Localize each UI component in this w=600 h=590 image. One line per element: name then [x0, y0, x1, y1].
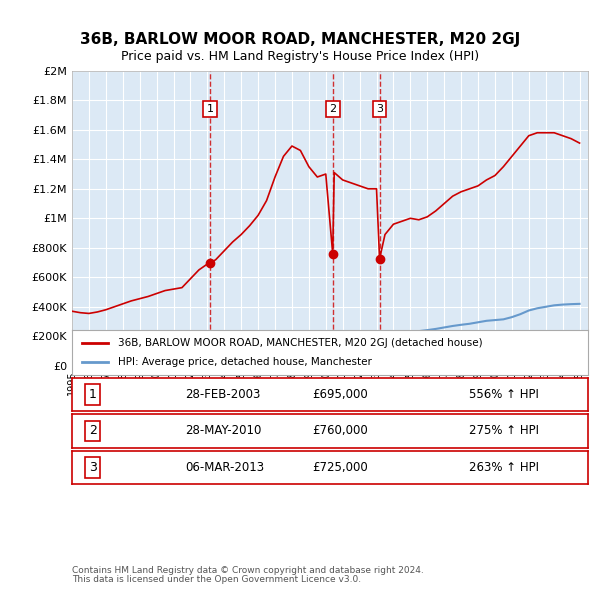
Text: £760,000: £760,000 [313, 424, 368, 438]
Text: 1: 1 [89, 388, 97, 401]
Text: 06-MAR-2013: 06-MAR-2013 [185, 461, 265, 474]
Text: 28-FEB-2003: 28-FEB-2003 [185, 388, 261, 401]
Text: 28-MAY-2010: 28-MAY-2010 [185, 424, 262, 438]
Text: £725,000: £725,000 [313, 461, 368, 474]
Text: 2: 2 [89, 424, 97, 438]
Text: HPI: Average price, detached house, Manchester: HPI: Average price, detached house, Manc… [118, 358, 373, 367]
Text: 36B, BARLOW MOOR ROAD, MANCHESTER, M20 2GJ (detached house): 36B, BARLOW MOOR ROAD, MANCHESTER, M20 2… [118, 338, 483, 348]
Text: 2: 2 [329, 104, 336, 114]
Text: 36B, BARLOW MOOR ROAD, MANCHESTER, M20 2GJ: 36B, BARLOW MOOR ROAD, MANCHESTER, M20 2… [80, 32, 520, 47]
Text: 263% ↑ HPI: 263% ↑ HPI [469, 461, 539, 474]
Text: £695,000: £695,000 [313, 388, 368, 401]
Text: 3: 3 [89, 461, 97, 474]
Text: 556% ↑ HPI: 556% ↑ HPI [469, 388, 539, 401]
Text: Contains HM Land Registry data © Crown copyright and database right 2024.: Contains HM Land Registry data © Crown c… [72, 566, 424, 575]
Text: Price paid vs. HM Land Registry's House Price Index (HPI): Price paid vs. HM Land Registry's House … [121, 50, 479, 63]
Text: This data is licensed under the Open Government Licence v3.0.: This data is licensed under the Open Gov… [72, 575, 361, 584]
Text: 275% ↑ HPI: 275% ↑ HPI [469, 424, 539, 438]
Text: 1: 1 [206, 104, 214, 114]
Text: 3: 3 [376, 104, 383, 114]
